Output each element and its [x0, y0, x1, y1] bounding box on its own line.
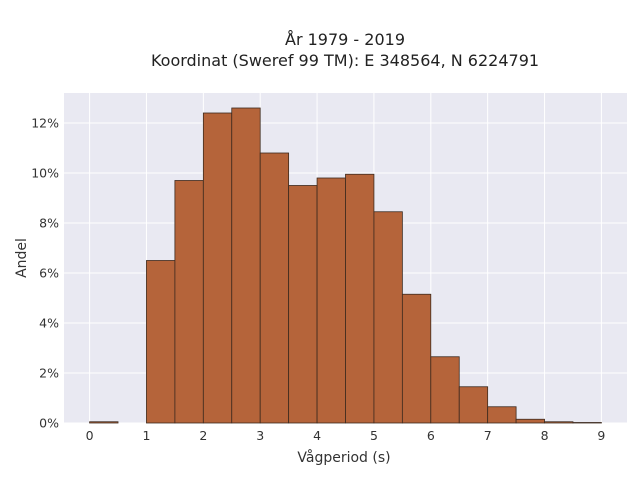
x-tick-label: 9 [597, 428, 605, 443]
histogram-bar [572, 422, 602, 424]
bars-group [89, 107, 602, 424]
y-axis-label: Andel [14, 238, 30, 278]
x-tick-label: 7 [484, 428, 492, 443]
x-tick-label: 1 [142, 428, 150, 443]
histogram-bar [174, 180, 204, 424]
y-tick-label: 2% [39, 366, 59, 381]
y-tick-label: 8% [39, 216, 59, 231]
y-tick-labels: 0% 2% 4% 6% 8% 10% 12% [31, 116, 59, 431]
histogram-bar [202, 112, 233, 424]
histogram-bar [487, 406, 517, 424]
y-tick-label: 12% [31, 116, 59, 131]
x-tick-label: 0 [86, 428, 94, 443]
histogram-bar [515, 418, 545, 424]
histogram-bar [288, 185, 318, 424]
y-tick-label: 6% [39, 266, 59, 281]
histogram-bar [231, 107, 261, 424]
histogram-bar [259, 152, 290, 424]
y-tick-label: 0% [39, 416, 59, 431]
histogram-bar [544, 421, 574, 424]
x-tick-label: 6 [427, 428, 435, 443]
histogram-bar [345, 173, 375, 424]
histogram-bar [430, 356, 460, 424]
histogram-bar [401, 293, 432, 424]
x-tick-label: 2 [199, 428, 207, 443]
histogram-bar [373, 211, 403, 424]
chart-title-line-2: Koordinat (Sweref 99 TM): E 348564, N 62… [151, 51, 539, 70]
x-tick-labels: 0 1 2 3 4 5 6 7 8 9 [86, 428, 606, 443]
x-axis-label: Vågperiod (s) [297, 449, 390, 466]
x-tick-label: 8 [541, 428, 549, 443]
y-tick-label: 10% [31, 166, 59, 181]
histogram-bar [458, 386, 489, 424]
histogram-bar [316, 177, 346, 424]
y-tick-label: 4% [39, 316, 59, 331]
x-tick-label: 5 [370, 428, 378, 443]
chart-title-line-1: År 1979 - 2019 [285, 30, 405, 49]
x-tick-label: 3 [256, 428, 264, 443]
x-tick-label: 4 [313, 428, 321, 443]
histogram-bar [89, 421, 119, 424]
histogram-bar [146, 260, 176, 424]
